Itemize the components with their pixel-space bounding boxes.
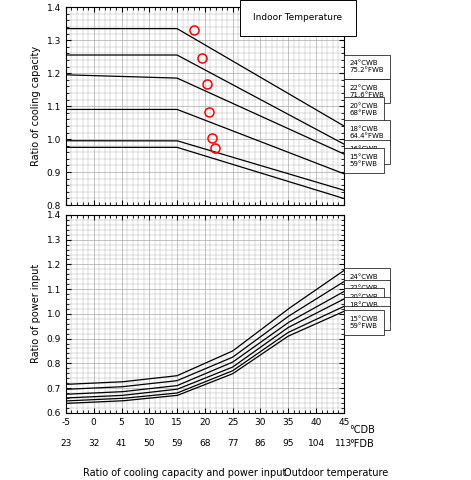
Text: Ratio of cooling capacity and power input: Ratio of cooling capacity and power inpu… bbox=[83, 468, 286, 478]
Text: 86: 86 bbox=[255, 439, 266, 448]
Text: 16°CWB
60.8°FWB: 16°CWB 60.8°FWB bbox=[349, 146, 384, 159]
Text: 20°CWB
68°FWB: 20°CWB 68°FWB bbox=[349, 103, 378, 116]
Y-axis label: Ratio of power input: Ratio of power input bbox=[31, 264, 41, 363]
Text: 113: 113 bbox=[335, 439, 352, 448]
Text: 24°CWB
75.2°FWB: 24°CWB 75.2°FWB bbox=[349, 60, 384, 73]
Text: 16°CWB
60.8°FWB: 16°CWB 60.8°FWB bbox=[349, 311, 384, 324]
Text: °CDB: °CDB bbox=[349, 425, 375, 435]
Text: 41: 41 bbox=[116, 439, 127, 448]
Text: 68: 68 bbox=[199, 439, 211, 448]
Text: 104: 104 bbox=[308, 439, 325, 448]
Text: 22°CWB
71.6°FWB: 22°CWB 71.6°FWB bbox=[349, 285, 384, 298]
Text: 15°CWB
59°FWB: 15°CWB 59°FWB bbox=[349, 316, 378, 329]
Text: 95: 95 bbox=[283, 439, 294, 448]
Text: 77: 77 bbox=[227, 439, 238, 448]
Text: 20°CWB
68°FWB: 20°CWB 68°FWB bbox=[349, 294, 378, 307]
Text: Outdoor temperature: Outdoor temperature bbox=[284, 468, 388, 478]
Text: 59: 59 bbox=[171, 439, 183, 448]
Text: 18°CWB
64.4°FWB: 18°CWB 64.4°FWB bbox=[349, 302, 384, 315]
Text: Indoor Temperature: Indoor Temperature bbox=[253, 13, 342, 22]
Text: 24°CWB
75.2°FWB: 24°CWB 75.2°FWB bbox=[349, 274, 384, 287]
Text: 15°CWB
59°FWB: 15°CWB 59°FWB bbox=[349, 154, 378, 167]
Text: °FDB: °FDB bbox=[349, 439, 374, 449]
Text: 18°CWB
64.4°FWB: 18°CWB 64.4°FWB bbox=[349, 126, 384, 139]
Text: 22°CWB
71.6°FWB: 22°CWB 71.6°FWB bbox=[349, 85, 384, 98]
Text: 50: 50 bbox=[144, 439, 155, 448]
Y-axis label: Ratio of cooling capacity: Ratio of cooling capacity bbox=[31, 46, 41, 166]
Text: 23: 23 bbox=[60, 439, 72, 448]
Text: 32: 32 bbox=[88, 439, 99, 448]
